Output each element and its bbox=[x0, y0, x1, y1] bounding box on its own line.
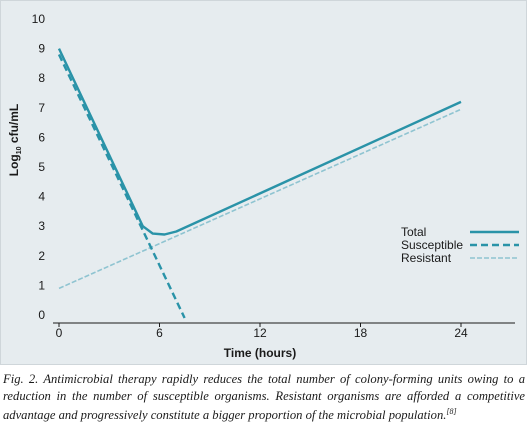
x-tick-label: 12 bbox=[253, 326, 267, 340]
legend-label-total: Total bbox=[401, 225, 426, 239]
legend-label-susceptible: Susceptible bbox=[401, 238, 463, 252]
x-tick-label: 24 bbox=[454, 326, 468, 340]
x-tick-label: 6 bbox=[156, 326, 163, 340]
legend-label-resistant: Resistant bbox=[401, 251, 452, 265]
y-tick-label: 3 bbox=[38, 219, 45, 233]
x-axis-title: Time (hours) bbox=[224, 346, 296, 360]
y-tick-label: 8 bbox=[38, 71, 45, 85]
y-tick-label: 0 bbox=[38, 308, 45, 322]
x-tick-label: 18 bbox=[354, 326, 368, 340]
caption-reference: [8] bbox=[446, 407, 457, 416]
y-tick-label: 9 bbox=[38, 42, 45, 56]
y-axis-title: Log10 cfu/mL bbox=[7, 104, 23, 176]
figure-caption: Fig. 2. Antimicrobial therapy rapidly re… bbox=[3, 371, 525, 424]
caption-text: Fig. 2. Antimicrobial therapy rapidly re… bbox=[3, 372, 525, 423]
y-tick-label: 10 bbox=[32, 12, 46, 26]
x-tick-label: 0 bbox=[56, 326, 63, 340]
y-tick-label: 6 bbox=[38, 130, 45, 144]
series-line-total bbox=[57, 48, 462, 236]
y-tick-label: 7 bbox=[38, 101, 45, 115]
series-line-susceptible bbox=[57, 53, 186, 319]
series-line-resistant bbox=[58, 108, 462, 290]
y-tick-label: 1 bbox=[38, 278, 45, 292]
y-tick-label: 2 bbox=[38, 249, 45, 263]
y-tick-label: 4 bbox=[38, 190, 45, 204]
y-tick-label: 5 bbox=[38, 160, 45, 174]
chart-panel bbox=[0, 0, 527, 365]
